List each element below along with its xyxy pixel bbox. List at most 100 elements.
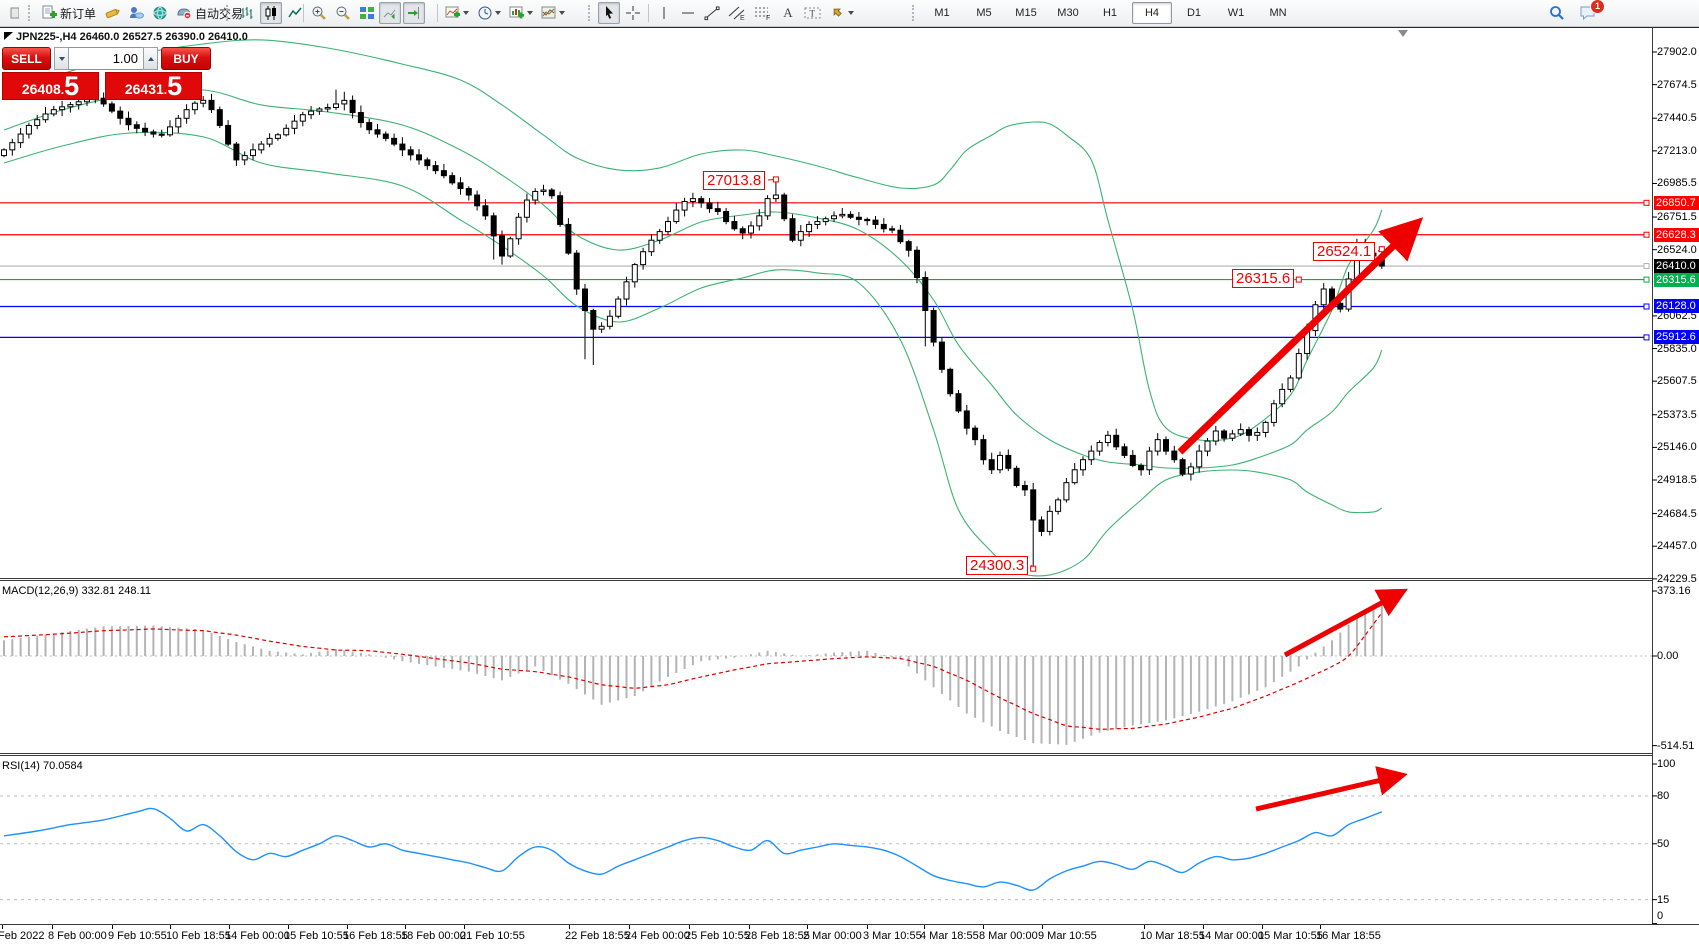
price-line-label: 26410.0 [1654,259,1699,274]
periods-button[interactable] [474,2,504,24]
notifications-button[interactable]: 1 [1576,0,1605,24]
fibonacci-tool-button[interactable]: F [751,2,775,24]
buy-price-big-digit: 5 [167,71,183,101]
cursor-tool-button[interactable] [598,2,620,24]
arrow-shapes-icon [833,8,842,17]
timeframe-button-m15[interactable]: M15 [1015,7,1037,19]
channel-tool-button[interactable]: E [725,2,749,24]
timeframe-button-h4[interactable]: H4 [1132,2,1172,24]
price-axis-tick: 26524.0 [1657,243,1697,256]
trendline-tool-button[interactable] [701,2,723,24]
price-axis-tick: 24457.0 [1657,540,1697,553]
chevron-down-icon [559,11,565,15]
line-chart-icon [288,7,302,18]
price-axis-tick: 24684.5 [1657,507,1697,520]
toolbar-grip[interactable] [28,5,33,21]
toolbar-separator [303,4,304,22]
price-axis-tick: 25373.5 [1657,408,1697,421]
vertical-line-tool-button[interactable] [653,2,675,24]
price-axis-tick: 24229.5 [1657,572,1697,585]
price-axis-tick: 26985.5 [1657,177,1697,190]
price-axis-tick: 24918.5 [1657,474,1697,486]
time-axis-label: 2 Mar 00:00 [803,930,862,942]
buy-price-display[interactable]: 26431. 5 [105,72,202,100]
new-order-label: 新订单 [60,6,97,21]
sell-price-main: 26408 [21,81,61,97]
time-axis-label: 3 Mar 10:55 [863,930,922,942]
globe-signal-icon [153,6,167,20]
price-axis-tick: 25607.5 [1657,375,1697,388]
clipped-toolbar-icon[interactable] [1,2,23,24]
price-line-label: 26850.7 [1654,195,1699,210]
svg-text:E: E [740,15,745,21]
timeframe-button-m1[interactable]: M1 [934,7,950,19]
timeframe-button-h1[interactable]: H1 [1102,7,1118,19]
sell-button[interactable]: SELL [2,47,51,70]
zoom-out-button[interactable] [332,2,354,24]
chevron-down-icon [527,11,533,15]
text-tool-button[interactable]: A [777,2,799,24]
svg-text:F: F [766,15,770,21]
crosshair-tool-button[interactable] [622,2,644,24]
timeframe-button-w1[interactable]: W1 [1227,7,1245,19]
chevron-down-icon [495,11,501,15]
tile-windows-button[interactable] [356,2,378,24]
sell-price-display[interactable]: 26408. 5 [2,72,99,100]
volume-decrease-button[interactable] [54,47,69,70]
buy-price-main: 26431 [124,81,164,97]
new-order-button[interactable]: 新订单 [38,2,99,24]
rsi-axis-tick: 15 [1657,893,1670,906]
label-tool-button[interactable]: T [801,2,825,24]
chart-window-icon [4,32,13,40]
bar-chart-button[interactable] [236,2,258,24]
time-axis-label: 8 Mar 00:00 [979,930,1038,942]
time-axis-label: 16 Feb 18:55 [343,930,408,942]
rsi-axis-tick: 80 [1657,789,1670,802]
sell-price-dot: . [60,83,65,97]
toolbar-grip[interactable] [226,5,231,21]
arrows-tool-button[interactable] [827,2,857,24]
chevron-down-icon [848,11,854,15]
timeframe-button-m5[interactable]: M5 [976,7,992,19]
zoom-in-button[interactable] [308,2,330,24]
time-axis-label: 8 Feb 00:00 [48,930,107,942]
tile-windows-icon [360,7,374,19]
chart-shift-button[interactable] [403,2,425,24]
timeframe-button-m30[interactable]: M30 [1057,7,1079,19]
rsi-axis-tick: 0 [1657,910,1664,922]
timeframe-button-mn[interactable]: MN [1269,7,1287,19]
toolbar-grip[interactable] [588,5,593,21]
trendline-icon [704,6,720,21]
time-axis-label: 10 Feb 18:55 [166,930,231,942]
templates-button[interactable] [538,2,568,24]
search-button[interactable] [1545,2,1569,24]
price-axis-tick: 27902.0 [1657,46,1697,58]
toolbar-separator [648,4,649,22]
volume-increase-button[interactable] [143,47,158,70]
news-button[interactable] [149,2,171,24]
horizontal-line-tool-button[interactable] [677,2,699,24]
line-chart-button[interactable] [284,2,306,24]
buy-button[interactable]: BUY [161,47,211,70]
price-line-label: 26628.3 [1654,227,1699,242]
time-axis-label: 15 Mar 10:55 [1258,930,1323,942]
buy-price-dot: . [163,83,168,97]
price-line-label: 26315.6 [1654,272,1699,287]
candlestick-chart-button[interactable] [260,2,282,24]
auto-scroll-button[interactable] [379,2,401,24]
indicators-icon [445,6,460,18]
new-chart-button[interactable] [506,2,536,24]
timeframe-button-d1[interactable]: D1 [1186,7,1202,19]
toolbar-grip[interactable] [912,5,917,21]
rsi-label: RSI(14) 70.0584 [2,760,83,772]
time-axis-label: 21 Feb 10:55 [460,930,525,942]
styles-button[interactable] [101,2,123,24]
indicators-button[interactable] [442,2,472,24]
volume-input[interactable] [69,47,143,70]
community-button[interactable] [125,2,147,24]
user-cloud-icon [130,7,145,19]
time-axis-label: 25 Feb 10:55 [685,930,750,942]
autotrading-button[interactable]: 自动交易 [173,2,246,24]
search-icon [1550,6,1564,20]
